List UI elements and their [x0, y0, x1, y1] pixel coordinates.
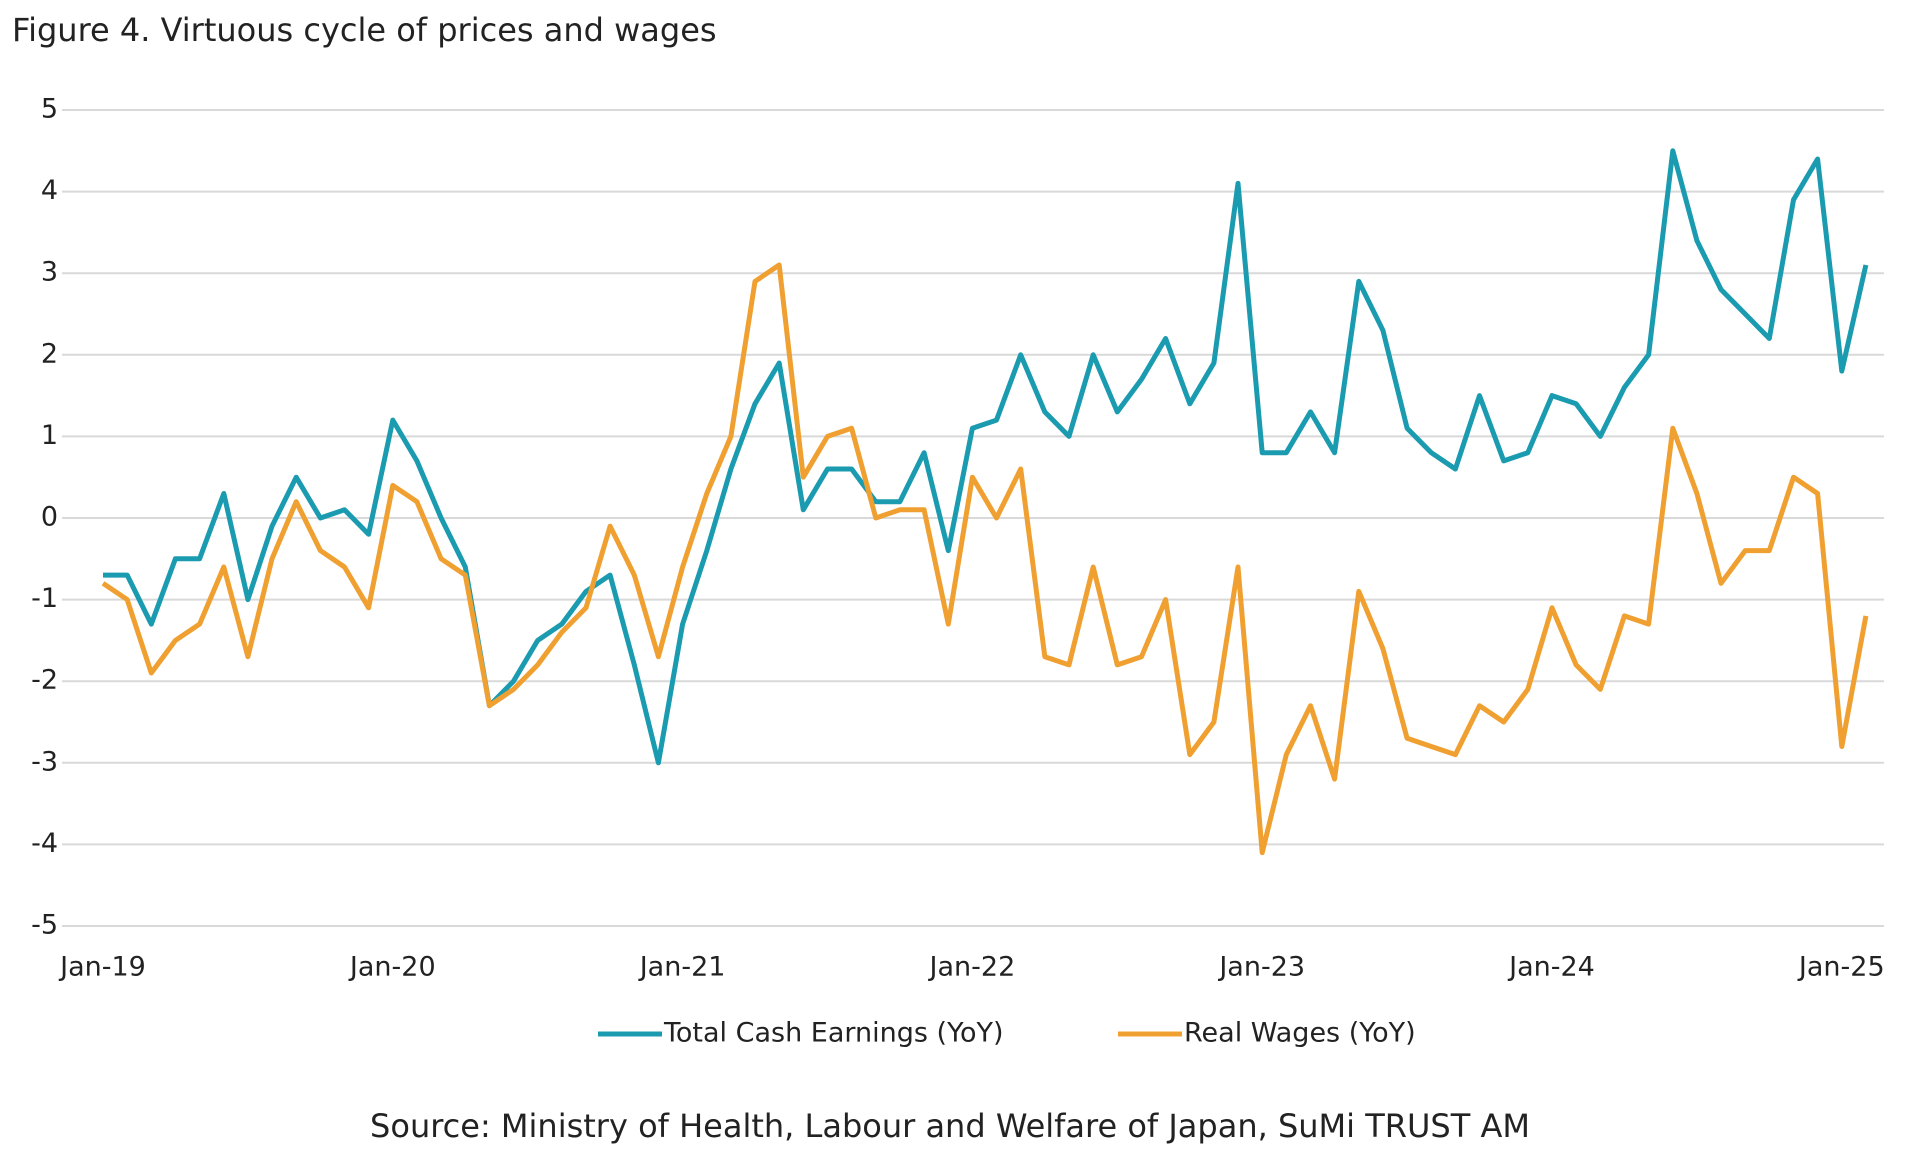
x-tick-label: Jan-25: [1797, 952, 1885, 983]
y-tick-label: -3: [31, 746, 58, 777]
y-tick-label: -5: [31, 910, 58, 941]
chart-title: Figure 4. Virtuous cycle of prices and w…: [12, 11, 717, 49]
x-tick-label: Jan-22: [928, 952, 1016, 983]
series-line: [103, 148, 1869, 766]
y-tick-label: 2: [41, 338, 58, 369]
x-tick-label: Jan-20: [348, 952, 436, 983]
y-tick-label: 4: [41, 175, 58, 206]
y-tick-label: 1: [41, 420, 58, 451]
source: Source: Ministry of Health, Labour and W…: [370, 1107, 1530, 1145]
legend-label: Real Wages (YoY): [1184, 1018, 1416, 1049]
y-tick-label: -2: [31, 665, 58, 696]
x-tick-label: Jan-21: [638, 952, 726, 983]
y-tick-label: -1: [31, 583, 58, 614]
legend-label: Total Cash Earnings (YoY): [663, 1018, 1004, 1049]
x-tick-label: Jan-24: [1507, 952, 1595, 983]
series-line: [101, 262, 1869, 856]
y-tick-label: 3: [41, 257, 58, 288]
x-tick-label: Jan-19: [58, 952, 146, 983]
y-tick-label: -4: [31, 828, 58, 859]
x-tick-label: Jan-23: [1217, 952, 1305, 983]
y-tick-label: 5: [41, 94, 58, 125]
y-tick-label: 0: [41, 502, 58, 533]
